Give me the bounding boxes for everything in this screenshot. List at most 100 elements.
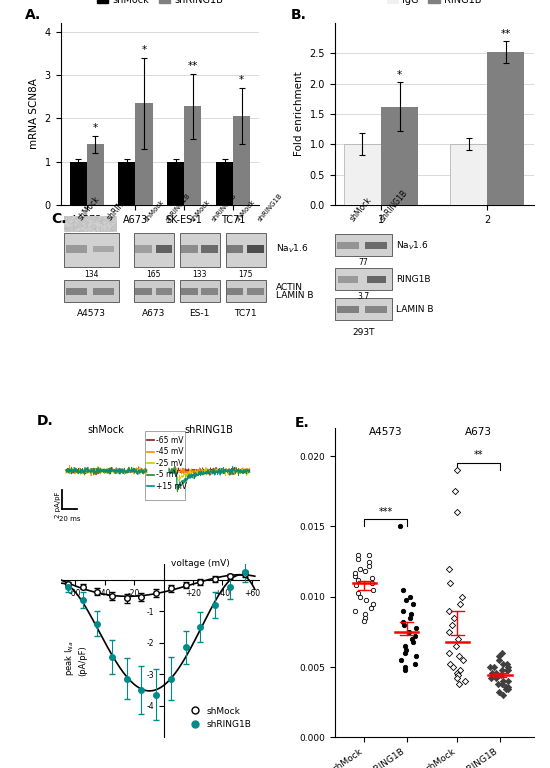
Bar — [181, 245, 197, 253]
Point — [502, 680, 511, 693]
Point — [399, 616, 408, 628]
Point — [351, 570, 360, 582]
Point — [446, 658, 455, 670]
Point — [411, 621, 420, 634]
Bar — [66, 288, 87, 296]
Point — [405, 626, 414, 638]
Point — [400, 640, 409, 652]
Text: **: ** — [188, 61, 198, 71]
Bar — [365, 242, 387, 250]
Point — [396, 654, 405, 666]
Text: 134: 134 — [84, 270, 99, 280]
Point — [444, 647, 453, 659]
Text: *: * — [397, 70, 402, 80]
Point — [360, 614, 368, 627]
Text: 77: 77 — [359, 259, 368, 267]
Point — [455, 677, 464, 690]
Text: A4573: A4573 — [368, 427, 402, 437]
Point — [453, 667, 461, 679]
Point — [365, 548, 374, 561]
FancyBboxPatch shape — [335, 299, 392, 320]
Point — [449, 660, 458, 673]
Text: +15 mV: +15 mV — [156, 482, 187, 491]
Point — [498, 677, 507, 690]
Text: shRING1B: shRING1B — [256, 192, 283, 223]
Text: 165: 165 — [147, 270, 161, 280]
Point — [495, 654, 504, 666]
Point — [454, 650, 463, 662]
Point — [492, 669, 500, 681]
Bar — [338, 276, 358, 283]
Point — [408, 598, 417, 610]
FancyBboxPatch shape — [335, 234, 392, 257]
Point — [402, 594, 410, 606]
Point — [450, 485, 459, 498]
Point — [498, 664, 507, 676]
Bar — [93, 246, 114, 252]
Text: E.: E. — [295, 415, 310, 429]
Point — [452, 506, 461, 518]
Point — [365, 560, 373, 572]
Text: shRING1B: shRING1B — [105, 187, 136, 223]
Bar — [337, 306, 359, 313]
Point — [411, 630, 420, 642]
Bar — [450, 144, 487, 205]
Point — [351, 579, 360, 591]
Point — [494, 686, 503, 698]
Point — [395, 520, 404, 532]
Point — [497, 669, 506, 681]
Text: 3.7: 3.7 — [357, 293, 369, 302]
Point — [493, 677, 502, 690]
FancyBboxPatch shape — [134, 233, 174, 267]
Point — [362, 594, 371, 606]
Point — [491, 672, 500, 684]
Text: C.: C. — [51, 213, 67, 227]
Text: ES-1: ES-1 — [190, 310, 210, 319]
Point — [452, 464, 461, 476]
Point — [497, 647, 506, 659]
Point — [460, 675, 469, 687]
Point — [504, 675, 513, 687]
Point — [406, 607, 415, 620]
Point — [457, 591, 466, 603]
Point — [486, 660, 495, 673]
Bar — [135, 103, 152, 205]
Point — [401, 660, 410, 673]
Point — [503, 660, 512, 673]
Point — [453, 633, 462, 645]
Point — [504, 664, 513, 676]
Point — [355, 562, 364, 574]
Point — [356, 591, 365, 603]
FancyBboxPatch shape — [226, 233, 266, 267]
Bar — [487, 52, 525, 205]
Point — [498, 689, 507, 701]
Legend: shMock, shRING1B: shMock, shRING1B — [182, 703, 255, 733]
Point — [361, 565, 370, 578]
Point — [446, 577, 454, 589]
Text: *: * — [92, 123, 98, 133]
Text: LAMIN B: LAMIN B — [397, 305, 434, 314]
Point — [504, 680, 513, 693]
Text: shMock: shMock — [189, 198, 211, 223]
Text: Na$_V$1.6: Na$_V$1.6 — [276, 243, 309, 255]
FancyBboxPatch shape — [64, 233, 119, 267]
Bar — [248, 245, 263, 253]
Point — [452, 640, 460, 652]
Point — [448, 619, 456, 631]
Point — [492, 667, 500, 679]
Text: A.: A. — [25, 8, 41, 22]
Bar — [227, 288, 244, 296]
Bar — [118, 161, 135, 205]
FancyBboxPatch shape — [180, 233, 220, 267]
Bar — [248, 288, 263, 296]
Point — [399, 619, 408, 631]
Bar — [86, 144, 104, 205]
Point — [453, 669, 462, 681]
Point — [487, 672, 496, 684]
Text: -65 mV: -65 mV — [156, 436, 184, 445]
Y-axis label: Fold enrichment: Fold enrichment — [294, 71, 304, 157]
Bar — [201, 245, 218, 253]
Point — [445, 626, 454, 638]
Point — [353, 586, 362, 598]
Bar — [145, 431, 185, 500]
